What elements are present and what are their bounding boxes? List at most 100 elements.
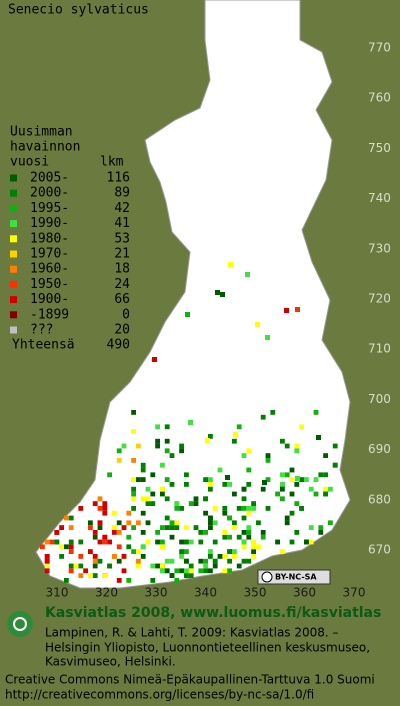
observation-square: [184, 482, 189, 487]
logo-mark: [7, 611, 33, 637]
observation-square: [112, 554, 117, 559]
observation-square: [145, 501, 151, 506]
observation-square: [246, 482, 252, 487]
observation-square: [294, 501, 300, 506]
observation-square: [126, 544, 132, 550]
observation-square: [112, 510, 117, 516]
observation-square: [246, 530, 252, 535]
y-grid-label: 760: [368, 91, 391, 105]
observation-square: [232, 520, 237, 526]
observation-square: [164, 558, 170, 564]
observation-square: [241, 515, 247, 521]
observation-square: [233, 432, 238, 437]
observation-square: [131, 496, 136, 502]
observation-square: [145, 486, 151, 492]
observation-square: [174, 578, 180, 583]
observation-square: [97, 558, 103, 564]
observation-square: [246, 510, 252, 516]
observation-square: [265, 458, 271, 463]
observation-square: [140, 477, 146, 482]
observation-square: [131, 477, 136, 482]
observation-square: [184, 558, 189, 564]
observation-square: [107, 539, 112, 545]
y-grid-label: 720: [368, 292, 391, 306]
observation-square: [97, 525, 103, 530]
observation-square: [164, 448, 170, 454]
observation-square: [126, 534, 132, 540]
x-grid-label: 350: [244, 586, 267, 600]
observation-square: [203, 558, 208, 564]
x-grid-label: 370: [343, 586, 366, 600]
legend-label: 1900-: [30, 292, 69, 307]
observation-square: [155, 424, 160, 430]
observation-square: [246, 467, 252, 473]
observation-square: [284, 515, 290, 521]
grid-ticks: 770 760 750 740 730 720 710 700 690 680 670 310 320 3…: [46, 41, 391, 600]
observation-square: [295, 307, 300, 312]
observation-square: [179, 506, 184, 511]
observation-square: [188, 501, 194, 506]
observation-square: [116, 544, 122, 550]
observation-square: [260, 534, 266, 540]
badge-box: [257, 569, 331, 585]
observation-square: [289, 477, 295, 482]
legend-swatch: [10, 296, 17, 304]
observation-square: [150, 578, 156, 583]
observation-square: [188, 420, 193, 425]
observation-square: [97, 496, 103, 502]
observation-square: [280, 482, 285, 487]
license-line: http://creativecommons.org/licenses/by-n…: [5, 688, 314, 702]
observation-square: [68, 549, 74, 554]
observation-square: [289, 467, 295, 473]
observation-square: [164, 438, 170, 444]
observation-square: [289, 539, 295, 545]
observation-square: [208, 554, 213, 559]
observation-square: [169, 573, 175, 578]
observation-square: [121, 568, 127, 574]
observation-square: [179, 448, 184, 454]
observation-square: [44, 558, 50, 564]
observation-square: [304, 539, 309, 545]
observation-square: [160, 462, 165, 468]
observation-square: [284, 520, 290, 526]
observation-square: [116, 458, 122, 463]
observation-square: [188, 539, 194, 545]
observation-square: [208, 525, 213, 530]
observation-square: [59, 525, 64, 530]
observation-square: [227, 549, 232, 554]
y-grid-label: 770: [368, 41, 391, 55]
observation-square: [116, 520, 122, 526]
legend-swatch: [10, 326, 17, 334]
observation-square: [116, 448, 122, 454]
observation-square: [112, 530, 117, 535]
observation-square: [232, 438, 237, 444]
observation-square: [164, 424, 170, 430]
observation-square: [208, 482, 213, 487]
observation-square: [102, 510, 108, 516]
legend-label: 2000-: [30, 186, 69, 201]
observation-square: [140, 496, 146, 502]
legend: 2005- 116 2000- 89 1995- 42 1990- 41 1980- 53 1970…: [10, 171, 130, 353]
observation-square: [68, 525, 74, 530]
observation-square: [150, 472, 156, 478]
legend-swatch: [10, 204, 17, 212]
observation-square: [164, 515, 170, 521]
footer-heading: Kasviatlas 2008, www.luomus.fi/kasviatla…: [45, 605, 381, 621]
observation-square: [308, 486, 314, 492]
x-grid-label: 360: [293, 586, 316, 600]
observation-square: [92, 563, 98, 569]
observation-square: [198, 539, 204, 545]
observation-square: [203, 510, 208, 516]
observation-square: [284, 308, 289, 313]
y-grid-label: 730: [368, 241, 391, 255]
observation-square: [184, 549, 189, 554]
observation-square: [160, 539, 165, 545]
observation-square: [212, 539, 218, 545]
observation-square: [212, 506, 218, 511]
observation-square: [92, 501, 98, 506]
observation-square: [316, 435, 321, 440]
citation-line: Kasvimuseo, Helsinki.: [45, 655, 176, 669]
observation-square: [92, 558, 98, 564]
observation-square: [222, 530, 228, 535]
legend-swatch: [10, 235, 17, 243]
